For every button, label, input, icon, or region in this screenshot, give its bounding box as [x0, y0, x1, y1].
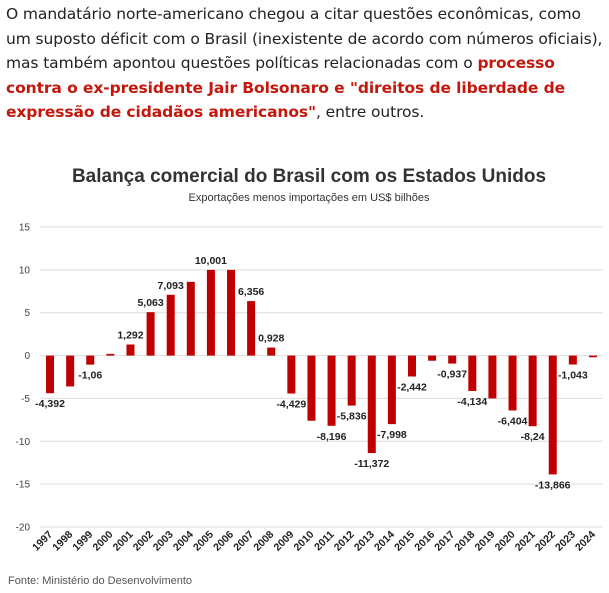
bar — [126, 344, 135, 356]
bar — [307, 355, 316, 421]
bar — [166, 294, 175, 356]
data-label: 7,093 — [158, 280, 184, 292]
data-label: -1,06 — [78, 370, 102, 382]
chart-gridlines — [40, 226, 603, 528]
y-tick-label: -10 — [16, 437, 31, 448]
x-tick-label: 2006 — [211, 529, 236, 554]
chart-bars — [46, 269, 597, 475]
x-tick-label: 2007 — [231, 529, 256, 554]
bar — [146, 312, 155, 356]
article-paragraph: O mandatário norte-americano chegou a ci… — [6, 2, 604, 125]
data-label: -8,196 — [317, 431, 347, 443]
x-tick-label: 2002 — [131, 529, 156, 554]
x-tick-label: 2018 — [452, 529, 477, 554]
bar — [287, 355, 296, 394]
x-axis-ticks: 1997199819992000200120022003200420052006… — [30, 529, 598, 554]
data-label: 10,001 — [195, 255, 227, 267]
x-tick-label: 2012 — [332, 529, 357, 554]
bar — [488, 355, 497, 399]
x-tick-label: 2021 — [513, 529, 538, 554]
x-tick-label: 2020 — [493, 529, 518, 554]
y-tick-label: -15 — [16, 480, 31, 491]
x-tick-label: 2019 — [473, 529, 498, 554]
y-tick-label: -20 — [16, 523, 31, 534]
data-label: 1,292 — [117, 329, 143, 341]
data-label: -6,404 — [498, 415, 528, 427]
x-tick-label: 2001 — [111, 529, 136, 554]
x-tick-label: 2023 — [553, 529, 578, 554]
chart-data-labels: -4,392 -1,06 1,292 5,063 7,093 10,001 6,356 0,9… — [35, 255, 588, 492]
source-note: Fonte: Ministério do Desenvolvimento — [8, 575, 193, 587]
data-label: -4,134 — [457, 396, 487, 408]
article-highlight-link[interactable]: processo contra o ex-presidente Jair Bol… — [6, 54, 566, 121]
x-tick-label: 2016 — [412, 529, 437, 554]
x-tick-label: 2014 — [372, 529, 397, 554]
bar — [508, 355, 517, 411]
y-axis-ticks: 15 10 5 0 -5 -10 -15 -20 — [16, 223, 31, 534]
x-tick-label: 2000 — [90, 529, 115, 554]
bar — [227, 269, 236, 356]
y-tick-label: 0 — [24, 351, 30, 362]
bar — [387, 355, 396, 425]
data-label: 6,356 — [238, 286, 264, 298]
data-label: -11,372 — [354, 458, 389, 470]
bar — [588, 355, 597, 358]
bar — [528, 355, 537, 427]
x-tick-label: 2009 — [271, 529, 296, 554]
data-label: -2,442 — [397, 382, 427, 394]
bar — [206, 269, 215, 356]
x-tick-label: 2011 — [312, 529, 337, 554]
data-label: 0,928 — [258, 333, 284, 345]
data-label: 5,063 — [137, 297, 163, 309]
x-tick-label: 2010 — [292, 529, 317, 554]
bar — [66, 355, 75, 387]
data-label: -4,429 — [276, 399, 306, 411]
article-text-before: O mandatário norte-americano chegou a ci… — [6, 5, 603, 72]
bar — [568, 355, 577, 365]
x-tick-label: 2004 — [171, 529, 196, 554]
x-tick-label: 2005 — [191, 529, 216, 554]
x-tick-label: 2022 — [533, 529, 558, 554]
x-tick-label: 2024 — [573, 529, 598, 554]
bar — [247, 301, 256, 356]
data-label: -8,24 — [521, 431, 545, 443]
bar — [407, 355, 416, 377]
bar — [367, 355, 376, 454]
data-label: -4,392 — [35, 398, 65, 410]
x-tick-label: 2017 — [432, 529, 457, 554]
chart-title: Balança comercial do Brasil com os Estad… — [72, 166, 546, 187]
x-tick-label: 1999 — [70, 529, 95, 554]
bar — [267, 347, 276, 356]
data-label: -7,998 — [377, 429, 407, 441]
data-label: -5,836 — [337, 411, 367, 423]
x-tick-label: 2013 — [352, 529, 377, 554]
data-label: -1,043 — [558, 370, 588, 382]
bar — [186, 281, 195, 356]
x-tick-label: 2003 — [151, 529, 176, 554]
bar — [46, 355, 55, 394]
trade-balance-chart: Balança comercial do Brasil com os Estad… — [16, 166, 603, 554]
article-text-after: , entre outros. — [316, 103, 425, 121]
x-tick-label: 1997 — [30, 529, 55, 554]
bar — [347, 355, 356, 406]
bar — [448, 355, 457, 364]
bar — [327, 355, 336, 426]
data-label: -13,866 — [535, 479, 571, 491]
y-tick-label: 10 — [19, 265, 31, 276]
bar — [468, 355, 477, 392]
x-tick-label: 2008 — [251, 529, 276, 554]
bar — [428, 355, 437, 361]
bar — [106, 353, 115, 356]
bar — [548, 355, 557, 475]
chart-subtitle: Exportações menos importações em US$ bil… — [189, 192, 430, 204]
y-tick-label: 15 — [19, 223, 31, 234]
bar — [86, 355, 95, 365]
data-label: -0,937 — [437, 369, 467, 381]
x-tick-label: 2015 — [392, 529, 417, 554]
x-tick-label: 1998 — [50, 529, 75, 554]
y-tick-label: 5 — [24, 308, 30, 319]
y-tick-label: -5 — [21, 394, 30, 405]
